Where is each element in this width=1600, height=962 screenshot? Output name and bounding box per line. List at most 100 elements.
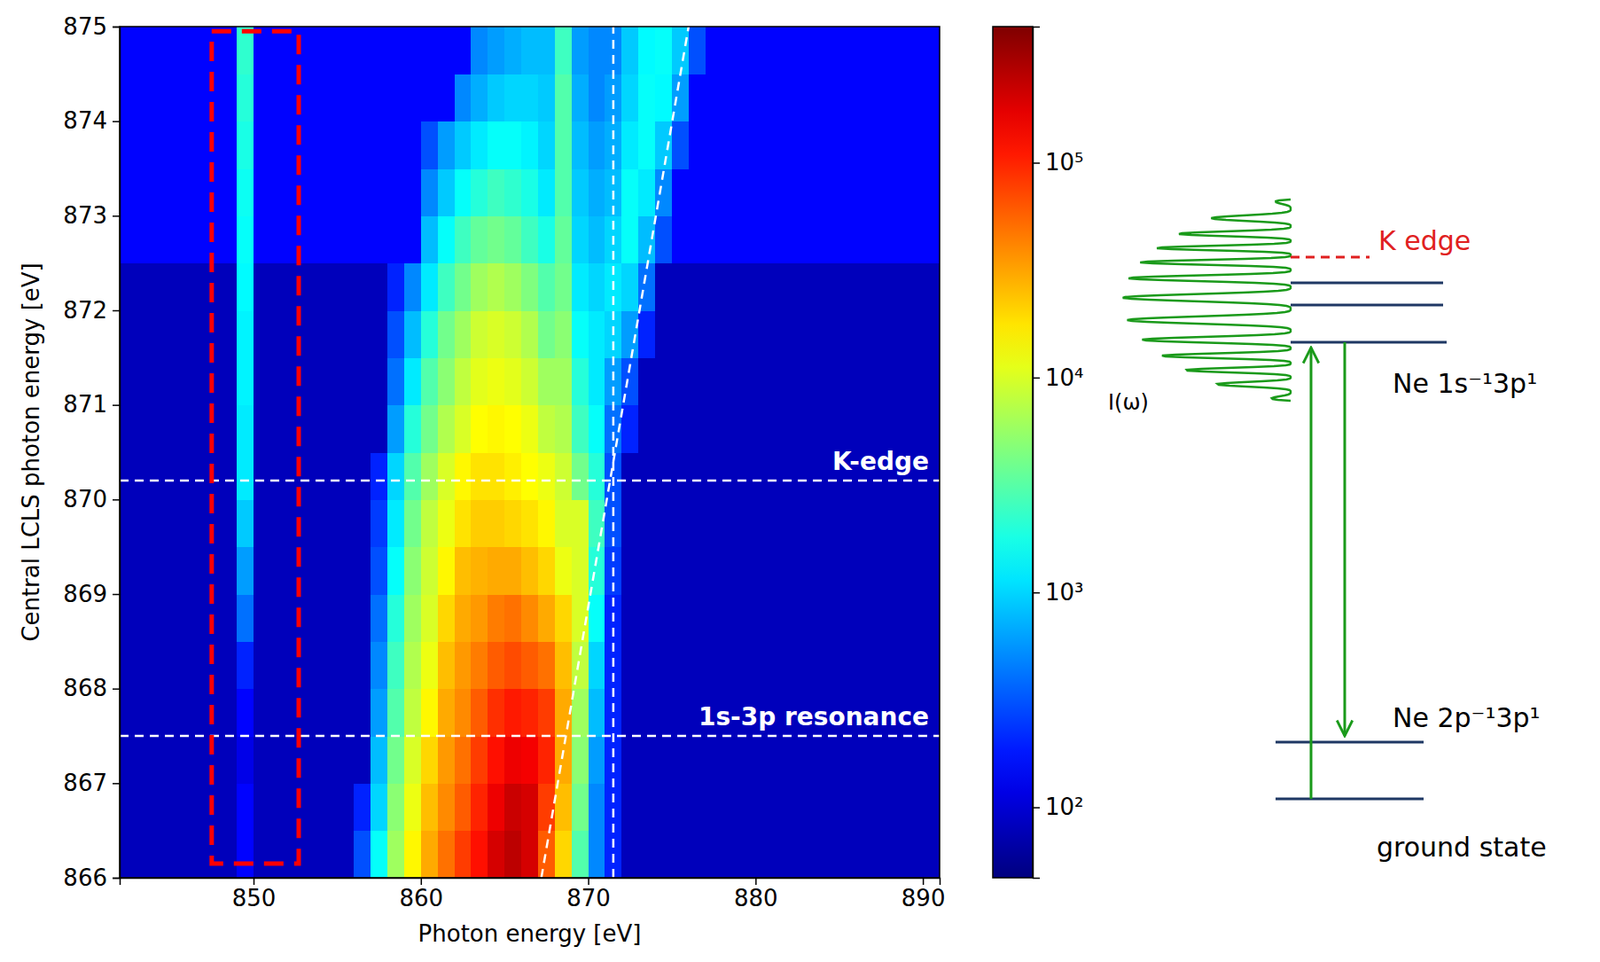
heatmap-cell	[353, 357, 371, 406]
heatmap-cell	[421, 830, 438, 878]
heatmap-cell	[872, 26, 890, 75]
heatmap-cell	[320, 73, 338, 122]
spectrum-sketch	[1123, 199, 1291, 401]
heatmap-cell	[905, 357, 923, 406]
heatmap-cell	[187, 688, 204, 737]
plot-area	[119, 26, 940, 878]
heatmap-cell	[253, 405, 271, 453]
heatmap-cell	[404, 263, 422, 312]
heatmap-cell	[839, 121, 857, 170]
heatmap-cell	[270, 546, 288, 595]
heatmap-cell	[353, 263, 371, 312]
heatmap-cell	[370, 452, 388, 500]
heatmap-cell	[253, 215, 271, 264]
heatmap-cell	[487, 357, 505, 406]
heatmap-cell	[370, 640, 388, 689]
tick: 866	[62, 864, 120, 891]
heatmap-cell	[470, 121, 488, 170]
heatmap-cell	[253, 640, 271, 689]
heatmap-cell	[136, 499, 154, 547]
heatmap-cell	[470, 73, 488, 122]
heatmap-cell	[722, 735, 740, 784]
heatmap-cell	[170, 640, 188, 689]
heatmap-cell	[270, 357, 288, 406]
heatmap-cell	[287, 640, 305, 689]
heatmap-cell	[404, 782, 422, 831]
heatmap-cell	[772, 735, 789, 784]
y-axis: 866867868869870871872873874875	[62, 13, 120, 891]
tick-label: 867	[62, 769, 108, 797]
heatmap-cell	[788, 452, 806, 500]
heatmap-cell	[153, 593, 171, 642]
reference-lines	[119, 26, 940, 878]
heatmap-cell	[905, 782, 923, 831]
heatmap-cell	[387, 73, 405, 122]
heatmap-cell	[722, 405, 740, 453]
heatmap-cell	[287, 499, 305, 547]
heatmap-cell	[504, 73, 522, 122]
heatmap-cell	[655, 357, 672, 406]
heatmap-cell	[655, 215, 672, 264]
heatmap-cell	[588, 499, 606, 547]
heatmap-cell	[421, 215, 438, 264]
heatmap-cell	[671, 168, 689, 217]
heatmap-cell	[571, 168, 589, 217]
heatmap-cell	[187, 73, 204, 122]
heatmap-cell	[320, 168, 338, 217]
heatmap-cell	[404, 121, 422, 170]
heatmap-cell	[856, 26, 874, 75]
heatmap-cell	[119, 263, 137, 312]
heatmap-cell	[889, 499, 906, 547]
heatmap-cell	[320, 688, 338, 737]
heatmap-cell	[187, 263, 204, 312]
heatmap-cell	[688, 593, 706, 642]
heatmap-cell	[153, 546, 171, 595]
tick-mark	[421, 877, 423, 885]
tick-mark	[112, 687, 120, 690]
tick-mark	[922, 877, 925, 885]
heatmap-cell	[353, 735, 371, 784]
heatmap-cell	[437, 215, 455, 264]
heatmap-cell	[187, 26, 204, 75]
heatmap-cell	[554, 782, 572, 831]
heatmap-cell	[571, 121, 589, 170]
heatmap-cell	[219, 688, 237, 737]
heatmap-cell	[320, 215, 338, 264]
energy-level	[1290, 304, 1444, 307]
heatmap-cell	[270, 168, 288, 217]
heatmap-cell	[856, 546, 874, 595]
heatmap-cell	[554, 546, 572, 595]
heatmap-cell	[705, 499, 723, 547]
energy-level	[1275, 741, 1424, 744]
heatmap-cell	[604, 73, 622, 122]
heatmap-cell	[772, 26, 789, 75]
heatmap-cell	[889, 830, 906, 878]
heatmap-cell	[270, 830, 288, 878]
heatmap-cell	[822, 310, 840, 359]
heatmap-cell	[304, 168, 321, 217]
heatmap-cell	[839, 310, 857, 359]
heatmap-cell	[638, 593, 656, 642]
heatmap-cell	[521, 452, 539, 500]
heatmap-cell	[470, 546, 488, 595]
heatmap-cell	[170, 168, 188, 217]
heatmap-cell	[521, 357, 539, 406]
heatmap-cell	[588, 215, 606, 264]
tick-mark	[1032, 162, 1040, 164]
heatmap-cell	[287, 263, 305, 312]
heatmap-cell	[219, 735, 237, 784]
heatmap-cell	[571, 73, 589, 122]
heatmap-cell	[621, 499, 639, 547]
heatmap-cell	[253, 73, 271, 122]
emission-arrow	[1343, 342, 1347, 736]
heatmap-cell	[839, 405, 857, 453]
heatmap-cell	[470, 357, 488, 406]
heatmap-cell	[538, 735, 555, 784]
heatmap-cell	[604, 26, 622, 75]
heatmap-cell	[353, 168, 371, 217]
heatmap-cell	[387, 121, 405, 170]
heatmap-cell	[236, 830, 254, 878]
heatmap-cell	[470, 640, 488, 689]
heatmap-cell	[421, 735, 438, 784]
heatmap-cell	[404, 452, 422, 500]
